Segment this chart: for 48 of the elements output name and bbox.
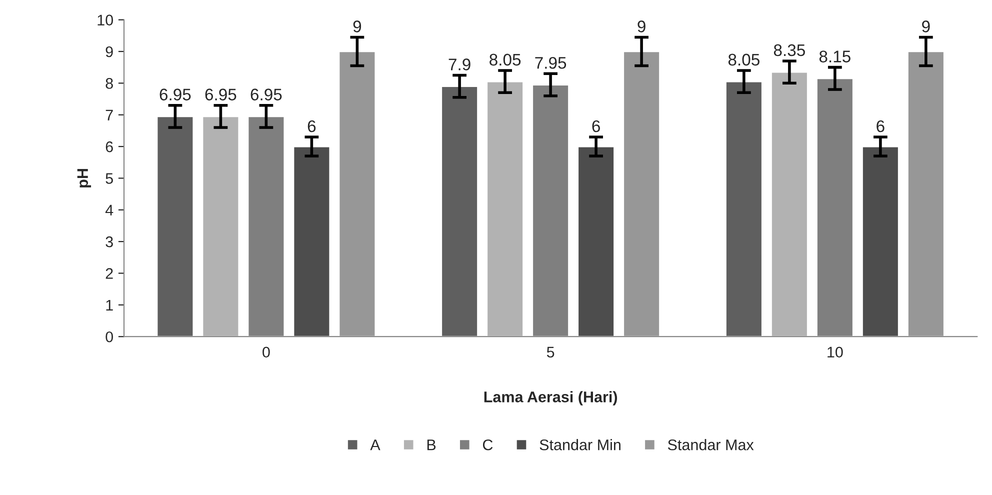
data-label: 6.95: [250, 88, 282, 100]
x-tick-label: 10: [828, 346, 843, 358]
data-label: 9: [638, 20, 646, 32]
data-label: 6.95: [160, 88, 191, 100]
y-tick-label: 2: [106, 268, 113, 279]
x-tick-label: 5: [546, 346, 554, 358]
y-tick-label: 3: [106, 236, 113, 248]
bar: [156, 116, 194, 337]
data-label: 6: [308, 120, 316, 132]
bar: [440, 86, 478, 337]
bar: [862, 146, 900, 337]
data-label: 8.05: [490, 54, 521, 66]
legend-label: Standar Max: [668, 439, 754, 450]
x-axis-title: Lama Aerasi (Hari): [484, 391, 618, 406]
bar: [292, 146, 331, 337]
data-label: 8.05: [728, 54, 760, 66]
bar: [770, 71, 808, 337]
y-tick-label: 10: [98, 14, 113, 26]
bar: [338, 50, 376, 337]
data-label: 6.95: [205, 88, 236, 100]
data-label: 9: [922, 20, 930, 32]
y-tick-label: 6: [106, 141, 113, 152]
bar: [577, 146, 615, 337]
y-tick-label: 0: [106, 331, 113, 342]
legend-label: B: [427, 440, 436, 450]
y-tick-label: 9: [106, 46, 113, 58]
legend-label: C: [482, 439, 493, 450]
legend-label: Standar Min: [540, 439, 620, 450]
data-label: 7.9: [448, 58, 470, 70]
data-label: 6: [876, 120, 884, 132]
data-label: 8.15: [819, 50, 850, 62]
y-tick-label: 1: [106, 300, 113, 310]
y-tick-label: 5: [106, 173, 113, 184]
legend-label: A: [370, 440, 380, 450]
data-label: 8.35: [774, 44, 805, 56]
bar: [907, 50, 945, 337]
data-label: 9: [353, 20, 362, 32]
data-label: 6: [592, 120, 600, 132]
data-label: 7.95: [535, 56, 566, 69]
bar: [622, 50, 660, 337]
y-tick-label: 7: [106, 110, 113, 120]
bar: [725, 80, 763, 337]
y-tick-label: 8: [106, 78, 113, 89]
y-tick-label: 4: [105, 204, 114, 216]
bar: [202, 116, 240, 337]
bar: [486, 80, 524, 337]
y-axis-title: pH: [77, 169, 92, 188]
x-tick-label: 0: [262, 346, 270, 358]
